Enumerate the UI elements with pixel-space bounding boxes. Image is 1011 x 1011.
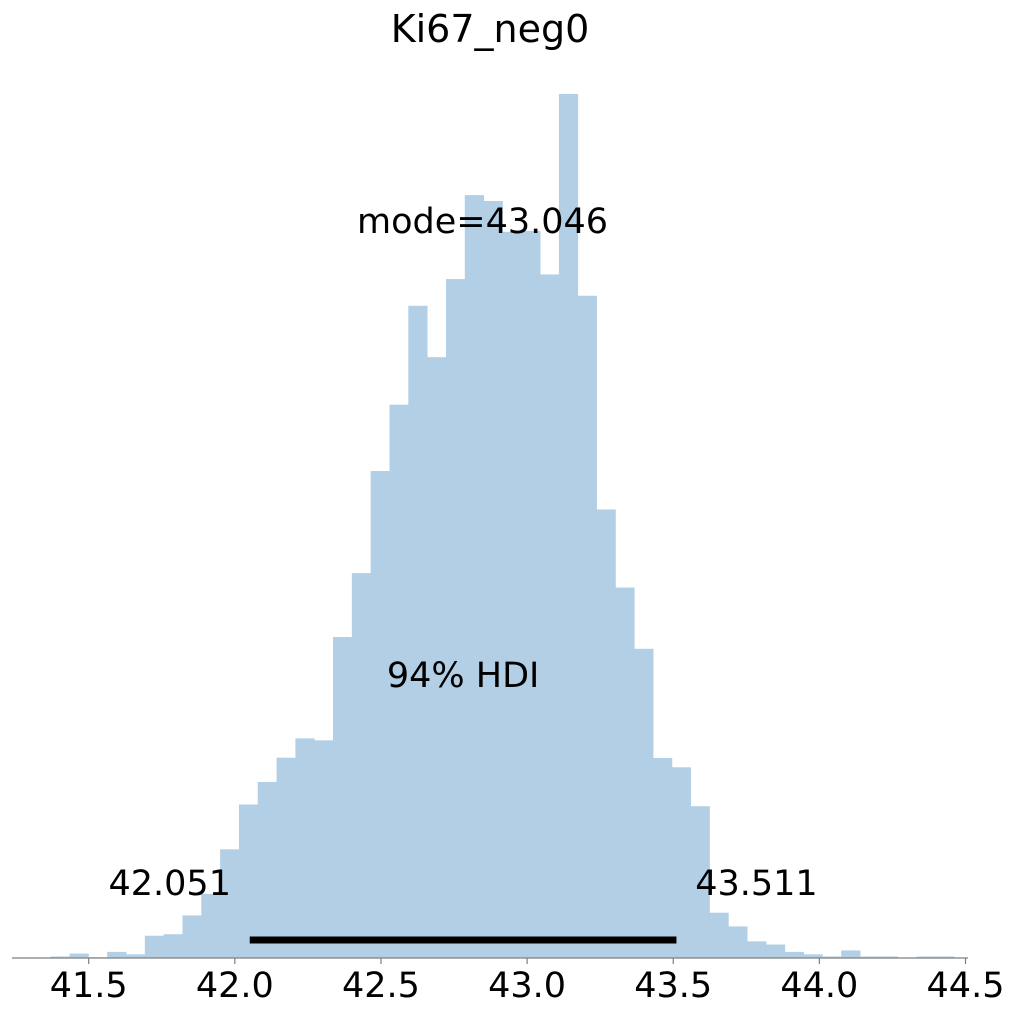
histogram-bar <box>445 279 466 959</box>
histogram-bar <box>182 915 202 958</box>
histogram-bar <box>107 951 127 958</box>
histogram-bar <box>521 230 541 959</box>
histogram-bar <box>502 231 522 959</box>
x-tick-label: 43.0 <box>488 966 566 1006</box>
histogram-bars <box>50 94 955 959</box>
hdi-high-label: 43.511 <box>695 864 817 904</box>
histogram-bar <box>540 274 560 958</box>
histogram-bar <box>50 956 70 958</box>
histogram-bar <box>690 806 710 958</box>
histogram-bar <box>408 305 428 958</box>
histogram-bar <box>558 94 579 958</box>
histogram-bar <box>596 509 616 958</box>
histogram-bar <box>916 956 936 958</box>
histogram-bar <box>653 757 673 958</box>
histogram-bar <box>333 637 353 958</box>
histogram-bar <box>483 200 503 959</box>
histogram-bar <box>634 648 654 958</box>
histogram-bar <box>464 195 485 959</box>
histogram-bar <box>276 757 296 958</box>
x-tick-label: 44.5 <box>927 966 1005 1006</box>
histogram-bar <box>822 956 842 958</box>
histogram-bar <box>709 912 729 958</box>
histogram-bar <box>878 956 899 958</box>
histogram-bar <box>784 951 804 958</box>
x-tick-label: 42.5 <box>342 966 420 1006</box>
histogram-bar <box>69 953 89 958</box>
histogram-bar <box>125 954 146 958</box>
histogram-bar <box>295 738 315 958</box>
mode-label: mode=43.046 <box>357 202 608 242</box>
histogram-bar <box>351 573 372 958</box>
x-axis-ticks: 41.5 42.0 42.5 43.0 43.5 44.0 44.5 <box>50 958 1005 1006</box>
x-tick-label: 44.0 <box>780 966 858 1006</box>
histogram-bar <box>314 740 334 958</box>
chart-title: Ki67_neg0 <box>391 7 590 51</box>
histogram-bar <box>389 404 409 958</box>
histogram-bar <box>860 956 880 958</box>
histogram-bar <box>671 767 692 958</box>
histogram-bar <box>257 781 277 958</box>
hdi-low-label: 42.051 <box>109 864 231 904</box>
histogram-bar <box>615 587 635 958</box>
histogram-bar <box>577 295 597 958</box>
histogram-bar <box>144 935 165 958</box>
histogram-bar <box>220 849 240 958</box>
histogram-bar <box>841 950 861 958</box>
histogram-bar <box>728 926 748 958</box>
hdi-label: 94% HDI <box>387 656 540 696</box>
histogram-bar <box>765 944 786 958</box>
x-tick-label: 42.0 <box>196 966 274 1006</box>
x-tick-label: 43.5 <box>634 966 712 1006</box>
histogram-bar <box>238 804 259 958</box>
histogram-bar <box>427 357 447 958</box>
histogram-bar <box>370 471 390 958</box>
histogram-bar <box>163 934 183 958</box>
x-tick-label: 41.5 <box>50 966 128 1006</box>
histogram-bar <box>935 956 955 958</box>
histogram-bar <box>803 954 823 958</box>
histogram-bar <box>201 893 221 958</box>
histogram-bar <box>747 941 767 958</box>
